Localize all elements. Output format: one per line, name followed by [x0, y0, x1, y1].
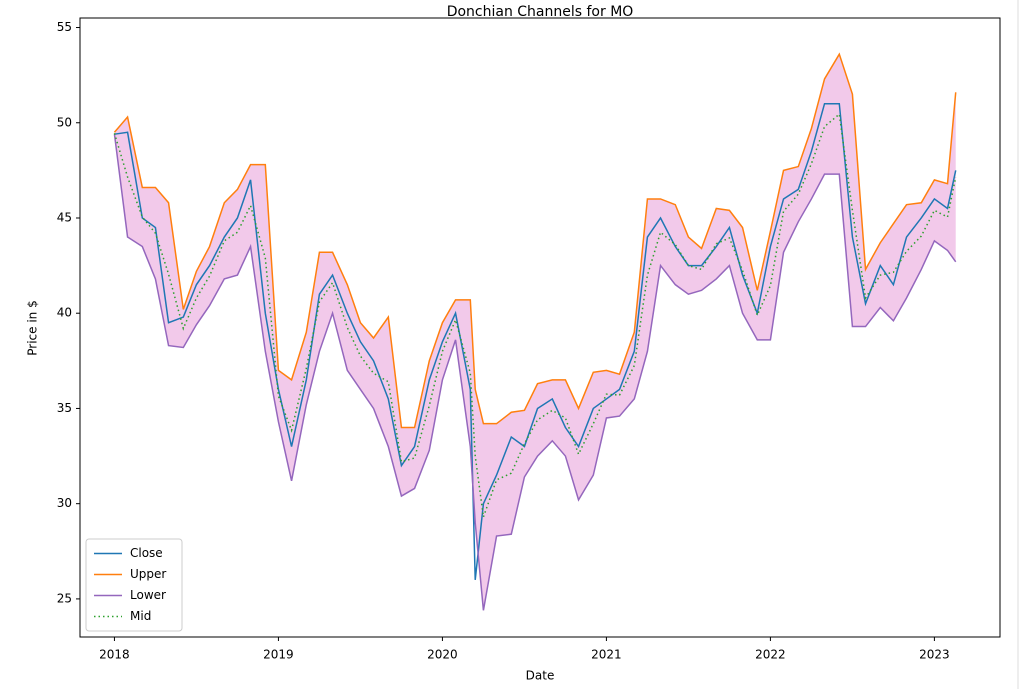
x-tick-label: 2023	[919, 648, 950, 662]
y-tick-label: 35	[57, 401, 72, 415]
x-tick-label: 2018	[99, 648, 130, 662]
y-tick-label: 30	[57, 496, 72, 510]
series-line	[113, 52, 957, 429]
x-tick-label: 2021	[591, 648, 622, 662]
y-tick-label: 40	[57, 306, 72, 320]
chart-title: Donchian Channels for MO	[447, 4, 634, 20]
legend-label: Close	[130, 546, 163, 560]
legend-label: Lower	[130, 588, 166, 602]
legend-label: Mid	[130, 609, 151, 623]
series-line	[113, 112, 957, 518]
y-tick-label: 45	[57, 210, 72, 224]
y-tick-label: 50	[57, 115, 72, 129]
plot-frame	[79, 17, 1001, 638]
channel-fill	[114, 54, 956, 611]
x-axis-label: Date	[526, 669, 555, 683]
legend-label: Upper	[130, 567, 166, 581]
legend-box	[85, 538, 183, 632]
series-line	[113, 134, 957, 611]
series-line	[114, 102, 957, 580]
y-axis-label: Price in $	[26, 300, 40, 355]
x-tick-label: 2022	[755, 648, 786, 662]
x-tick-label: 2019	[263, 648, 294, 662]
y-tick-label: 25	[57, 591, 72, 605]
x-tick-label: 2020	[427, 648, 458, 662]
y-tick-label: 55	[57, 20, 72, 34]
